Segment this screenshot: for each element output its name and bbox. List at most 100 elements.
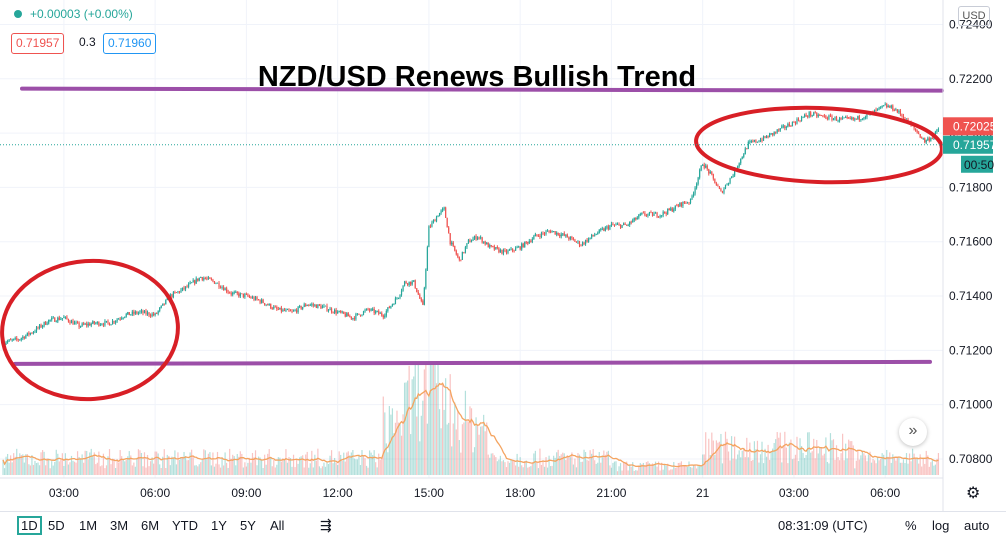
timeframe-all[interactable]: All — [270, 518, 285, 533]
percent-toggle[interactable]: % — [905, 518, 917, 533]
candle-body — [927, 138, 929, 141]
candle-body — [213, 281, 216, 284]
candle-body — [799, 120, 801, 122]
candle-body — [171, 294, 173, 298]
volume-bar — [727, 451, 730, 475]
timeframe-6m[interactable]: 6M — [141, 518, 160, 533]
candle-body — [174, 292, 176, 293]
volume-bar — [343, 452, 345, 475]
volume-bar — [445, 378, 447, 475]
volume-bar — [376, 467, 378, 475]
volume-bar — [676, 467, 678, 475]
candle-body — [834, 117, 836, 119]
candle-body — [807, 116, 809, 117]
volume-bar — [752, 459, 754, 475]
volume-bar — [265, 464, 267, 475]
candle-body — [545, 231, 547, 234]
volume-bar — [574, 458, 576, 475]
timeframe-3m[interactable]: 3M — [110, 518, 129, 533]
countdown-tag-label: 00:50 — [964, 158, 994, 172]
countdown-tag — [961, 155, 993, 173]
volume-bar — [309, 463, 311, 475]
timeframe-1d[interactable]: 1D — [17, 516, 42, 535]
candle-body — [372, 308, 374, 310]
volume-bar — [566, 455, 568, 475]
date-range-icon[interactable]: ⇶ — [320, 517, 332, 533]
volume-bar — [41, 450, 44, 475]
timeframe-1m[interactable]: 1M — [79, 518, 98, 533]
volume-bar — [107, 456, 109, 475]
log-toggle[interactable]: log — [932, 518, 950, 533]
timeframe-1y[interactable]: 1Y — [211, 518, 227, 533]
scroll-to-realtime-button[interactable]: » — [899, 418, 927, 446]
volume-bar — [816, 439, 818, 475]
candle-body — [627, 224, 629, 226]
volume-bar — [460, 452, 462, 475]
volume-bar — [413, 376, 415, 475]
timeframe-5d[interactable]: 5D — [48, 518, 65, 533]
candle-body — [306, 305, 308, 306]
candle-body — [600, 229, 602, 231]
volume-bar — [711, 432, 713, 475]
volume-bar — [114, 468, 117, 475]
volume-bar — [588, 460, 590, 475]
candle-body — [378, 310, 380, 314]
candle-body — [393, 304, 395, 305]
candle-body — [762, 136, 765, 141]
candle-body — [224, 288, 226, 291]
candle-body — [402, 285, 404, 291]
volume-bar — [723, 443, 725, 475]
candle-body — [390, 305, 392, 309]
price-change-row: +0.00003 (+0.00%) — [14, 7, 133, 21]
candle-body — [931, 138, 933, 139]
candle-body — [645, 215, 648, 217]
timeframe-ytd[interactable]: YTD — [172, 518, 198, 533]
candle-body — [651, 212, 654, 216]
buy-price-button[interactable]: 0.71960 — [103, 33, 157, 54]
volume-bar — [645, 462, 648, 475]
volume-bar — [350, 452, 352, 475]
gear-icon[interactable]: ⚙ — [966, 483, 980, 502]
volume-bar — [606, 451, 608, 475]
volume-bar — [490, 453, 492, 475]
volume-bar — [937, 453, 940, 475]
candle-body — [283, 309, 286, 311]
volume-bar — [80, 458, 82, 475]
candle-body — [151, 313, 153, 317]
candle-body — [601, 228, 603, 230]
volume-bar — [530, 466, 532, 475]
volume-bar — [60, 459, 62, 475]
candle-body — [773, 131, 775, 135]
candle-body — [767, 136, 769, 138]
candle-body — [195, 278, 197, 284]
candle-body — [772, 133, 774, 135]
volume-bar — [175, 464, 178, 475]
volume-bar — [515, 465, 517, 475]
auto-toggle[interactable]: auto — [964, 518, 990, 533]
candle-body — [543, 233, 546, 235]
volume-bar — [487, 454, 489, 475]
bid-label: 0.71957 — [16, 36, 60, 50]
volume-bar — [861, 450, 863, 475]
candle-body — [615, 224, 617, 226]
candle-body — [364, 310, 366, 312]
volume-bar — [876, 457, 879, 475]
candle-body — [516, 247, 518, 249]
volume-bar — [410, 434, 412, 475]
volume-bar — [11, 462, 13, 475]
volume-bar — [632, 462, 634, 475]
volume-bar — [860, 455, 862, 475]
candle-body — [420, 298, 422, 301]
volume-bar — [791, 459, 794, 475]
volume-bar — [866, 461, 868, 475]
currency-selector[interactable]: USD — [958, 6, 990, 26]
volume-bar — [274, 467, 276, 475]
timeframe-5y[interactable]: 5Y — [240, 518, 256, 533]
sell-price-button[interactable]: 0.71957 — [11, 33, 65, 54]
volume-bar — [750, 460, 752, 475]
candle-body — [107, 320, 109, 323]
volume-bar — [519, 457, 521, 475]
candle-body — [831, 116, 833, 121]
candle-body — [680, 202, 682, 207]
price-chart[interactable]: 0.70800 0.71000 0.71200 0.71400 0.71600 0.718… — [0, 0, 1006, 511]
